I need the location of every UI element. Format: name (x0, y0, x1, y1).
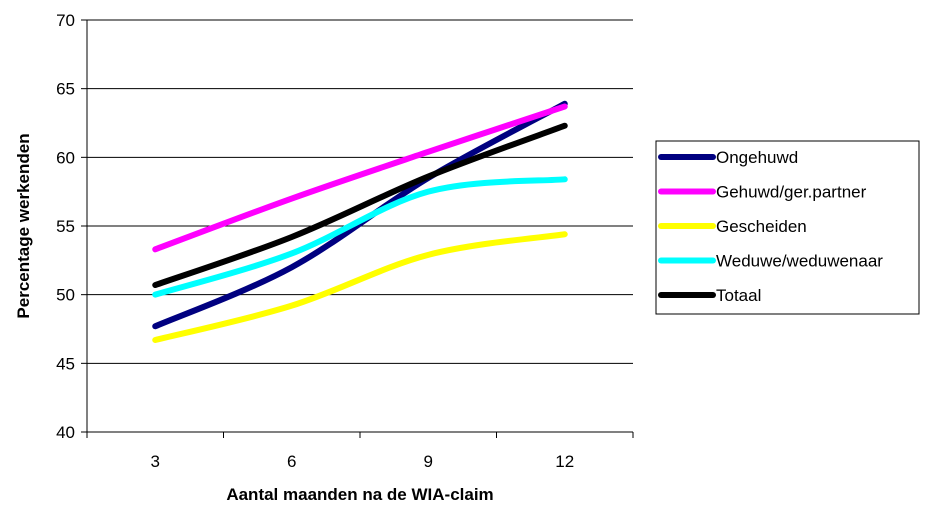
y-tick-label: 40 (56, 423, 75, 442)
series-line-totaal (152, 122, 568, 289)
legend-label: Totaal (716, 286, 761, 305)
y-tick-label: 60 (56, 148, 75, 167)
legend: Ongehuwd Gehuwd/ger.partner Gescheiden Wedu… (655, 140, 920, 315)
x-ticks: 3 6 9 12 (86, 432, 634, 471)
legend-label: Gehuwd/ger.partner (716, 183, 867, 202)
y-tick-label: 65 (56, 80, 75, 99)
x-tick-label: 3 (151, 452, 160, 471)
series-line-gescheiden (152, 231, 568, 343)
x-tick-label: 9 (424, 452, 433, 471)
series-line-ongehuwd (152, 100, 568, 330)
y-tick-label: 70 (56, 11, 75, 30)
y-tick-label: 45 (56, 354, 75, 373)
y-tick-label: 50 (56, 286, 75, 305)
x-tick-label: 12 (555, 452, 574, 471)
gridlines (87, 19, 633, 364)
x-axis-title: Aantal maanden na de WIA-claim (226, 485, 493, 504)
y-axis-title: Percentage werkenden (14, 133, 33, 318)
legend-label: Ongehuwd (716, 148, 798, 167)
y-ticks: 40 45 50 55 60 65 70 (56, 11, 87, 442)
x-tick-label: 6 (287, 452, 296, 471)
series-lines (152, 100, 568, 343)
legend-label: Weduwe/weduwenaar (716, 252, 883, 271)
series-line-weduwe-weduwenaar (152, 176, 568, 298)
y-tick-label: 55 (56, 217, 75, 236)
series-line-gehuwd-ger-partner (152, 103, 568, 253)
legend-label: Gescheiden (716, 217, 807, 236)
